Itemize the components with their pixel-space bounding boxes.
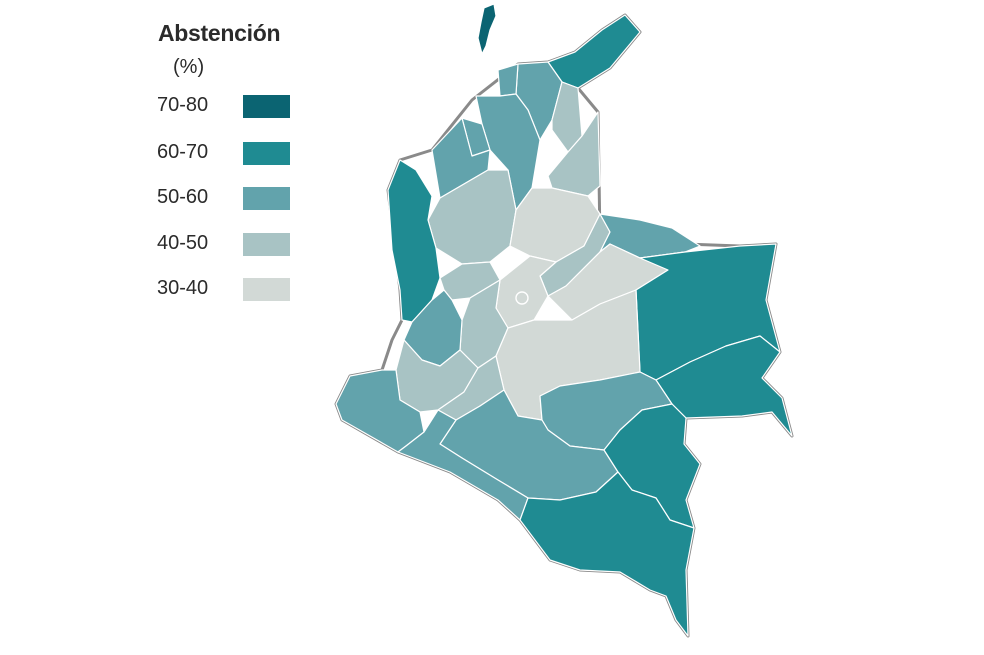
department-atlantico	[497, 63, 519, 97]
legend-title: Abstención	[158, 20, 281, 46]
department-san-andres	[477, 3, 497, 55]
bogota-marker	[515, 291, 529, 305]
legend-item-40-50: 40-50	[157, 232, 297, 258]
legend-item-60-70: 60-70	[157, 141, 297, 167]
department-choco	[387, 159, 441, 323]
legend-label: 60-70	[157, 141, 209, 163]
legend-swatch	[243, 233, 290, 256]
legend-swatch	[243, 95, 290, 118]
legend-swatch	[243, 187, 290, 210]
legend-label: 70-80	[157, 94, 209, 116]
legend-swatch	[243, 278, 290, 301]
legend-label: 40-50	[157, 232, 209, 254]
legend-item-50-60: 50-60	[157, 186, 297, 212]
legend-item-70-80: 70-80	[157, 94, 297, 120]
legend-swatch	[243, 142, 290, 165]
legend-label: 30-40	[157, 277, 209, 299]
legend-item-30-40: 30-40	[157, 277, 297, 303]
department-putumayo	[397, 409, 529, 521]
department-amazonas	[519, 471, 695, 637]
department-cundinamarca	[495, 255, 557, 329]
department-norte-de-santander	[547, 111, 601, 197]
department-la-guajira	[547, 14, 641, 89]
legend-subtitle: (%)	[173, 56, 205, 78]
legend-label: 50-60	[157, 186, 209, 208]
